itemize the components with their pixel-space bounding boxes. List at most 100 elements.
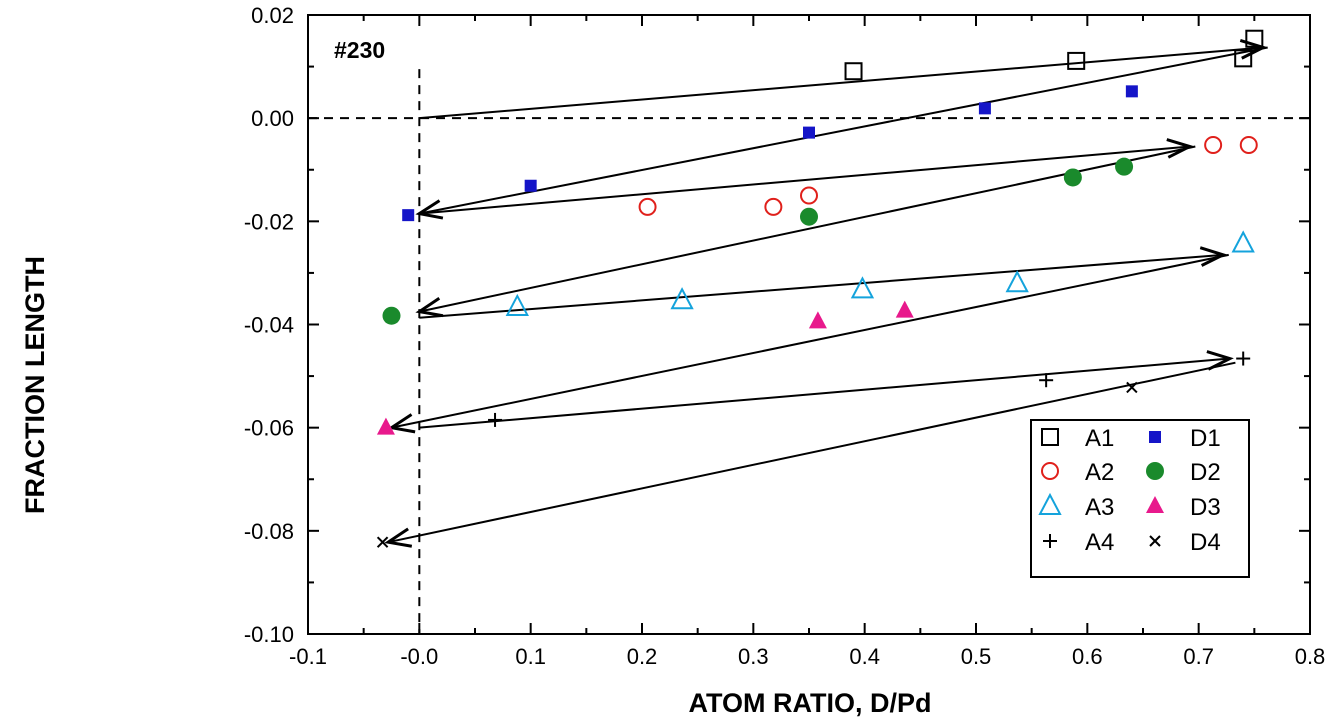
series-d4 bbox=[376, 381, 1138, 548]
arrow bbox=[387, 253, 1229, 434]
arrow-head bbox=[415, 297, 444, 318]
legend-marker-d2 bbox=[1146, 462, 1164, 480]
x-tick-label: 0.1 bbox=[515, 644, 546, 669]
point-a1 bbox=[1234, 49, 1253, 68]
y-tick-label: -0.04 bbox=[244, 313, 294, 338]
x-tick-label: 0.8 bbox=[1295, 644, 1326, 669]
legend-label-d3: D3 bbox=[1190, 494, 1221, 521]
series-a2 bbox=[638, 135, 1258, 216]
legend-item-d1: D1 bbox=[1149, 425, 1221, 452]
legend-marker-a2 bbox=[1041, 462, 1059, 480]
arrow-head bbox=[1206, 350, 1234, 371]
series-a3 bbox=[505, 230, 1255, 316]
x-tick-label: 0.4 bbox=[849, 644, 880, 669]
legend-label-d2: D2 bbox=[1190, 459, 1221, 486]
arrow-head bbox=[1199, 246, 1228, 267]
point-a3 bbox=[505, 293, 529, 316]
point-d4 bbox=[1126, 381, 1138, 394]
legend-label-a2: A2 bbox=[1085, 459, 1114, 486]
point-d4 bbox=[376, 536, 389, 548]
legend-marker-d3 bbox=[1146, 496, 1164, 513]
x-axis-title: ATOM RATIO, D/Pd bbox=[689, 688, 932, 718]
arrow bbox=[419, 350, 1234, 429]
plot-frame bbox=[307, 14, 1311, 635]
point-a2 bbox=[800, 186, 818, 205]
arrow-line bbox=[391, 253, 1229, 429]
legend-item-a1: A1 bbox=[1041, 425, 1114, 452]
point-a4 bbox=[488, 412, 503, 427]
point-a1 bbox=[1245, 29, 1264, 48]
arrow bbox=[419, 138, 1194, 215]
y-axis-title: FRACTION LENGTH bbox=[20, 256, 50, 514]
legend-label-a4: A4 bbox=[1085, 529, 1114, 556]
legend-marker-d1 bbox=[1149, 431, 1161, 443]
arrow-head bbox=[387, 413, 416, 434]
arrow-head bbox=[384, 527, 413, 548]
legend-marker-a3 bbox=[1038, 492, 1062, 515]
arrow bbox=[415, 46, 1268, 220]
series-d3 bbox=[376, 300, 914, 435]
arrow-line bbox=[419, 357, 1230, 429]
legend-label-a3: A3 bbox=[1085, 494, 1114, 521]
point-a2 bbox=[638, 197, 657, 216]
arrow-line bbox=[387, 361, 1236, 544]
point-a2 bbox=[1239, 135, 1258, 154]
point-d2 bbox=[1115, 157, 1134, 176]
point-d4-b bbox=[1126, 381, 1138, 394]
y-tick-label: 0.02 bbox=[251, 3, 294, 28]
x-tick-label: 0.7 bbox=[1183, 644, 1214, 669]
legend-label-d4: D4 bbox=[1190, 529, 1221, 556]
series-a4 bbox=[488, 351, 1251, 427]
y-tick-label: -0.02 bbox=[244, 209, 294, 234]
point-d1 bbox=[803, 126, 815, 139]
arrow bbox=[419, 39, 1268, 120]
point-d4-b bbox=[376, 536, 389, 548]
arrow-line bbox=[419, 145, 1190, 215]
legend-label-a1: A1 bbox=[1085, 425, 1114, 452]
point-a2 bbox=[764, 197, 783, 216]
legend-item-d3: D3 bbox=[1146, 494, 1221, 521]
legend-marker-d4-b bbox=[1149, 535, 1161, 547]
legend-item-d2: D2 bbox=[1146, 459, 1221, 486]
arrow-line bbox=[419, 46, 1264, 120]
point-a4 bbox=[1039, 373, 1054, 388]
chart-annotation: #230 bbox=[334, 37, 385, 63]
legend-box bbox=[1030, 419, 1250, 578]
legend-item-a3: A3 bbox=[1038, 492, 1114, 521]
point-d1 bbox=[524, 179, 537, 192]
arrow bbox=[384, 361, 1236, 548]
point-d2 bbox=[382, 306, 401, 325]
point-a3 bbox=[670, 287, 694, 310]
legend-marker-d4 bbox=[1149, 535, 1161, 547]
arrow-line bbox=[419, 253, 1224, 319]
legend: A1 A2 A3 A4 D1 D2 D3 D4 bbox=[1030, 419, 1250, 578]
y-tick-label: -0.08 bbox=[244, 519, 294, 544]
legend-item-a4: A4 bbox=[1043, 529, 1114, 556]
legend-item-d4: D4 bbox=[1149, 529, 1221, 556]
arrow bbox=[419, 246, 1228, 319]
point-d3 bbox=[376, 417, 395, 435]
x-tick-label: -0.0 bbox=[400, 644, 438, 669]
point-d2 bbox=[1063, 168, 1082, 187]
point-d1 bbox=[978, 102, 991, 115]
point-d2 bbox=[800, 207, 818, 226]
point-d1 bbox=[402, 209, 415, 222]
arrow-head bbox=[1166, 138, 1194, 159]
series-a1 bbox=[844, 29, 1264, 81]
legend-label-d1: D1 bbox=[1190, 425, 1221, 452]
point-a3 bbox=[1005, 270, 1029, 293]
arrow-line bbox=[419, 46, 1268, 215]
point-d3 bbox=[895, 300, 914, 318]
legend-item-a2: A2 bbox=[1041, 459, 1114, 486]
point-a3 bbox=[850, 276, 875, 299]
point-d1 bbox=[1125, 85, 1138, 98]
series-d1 bbox=[402, 85, 1138, 222]
point-a3 bbox=[1231, 230, 1255, 253]
x-tick-label: 0.6 bbox=[1072, 644, 1103, 669]
y-tick-label: -0.06 bbox=[244, 416, 294, 441]
x-tick-label: 0.3 bbox=[738, 644, 769, 669]
y-tick-label: -0.10 bbox=[244, 622, 294, 647]
legend-marker-a4 bbox=[1043, 534, 1057, 548]
series-d2 bbox=[382, 157, 1134, 325]
